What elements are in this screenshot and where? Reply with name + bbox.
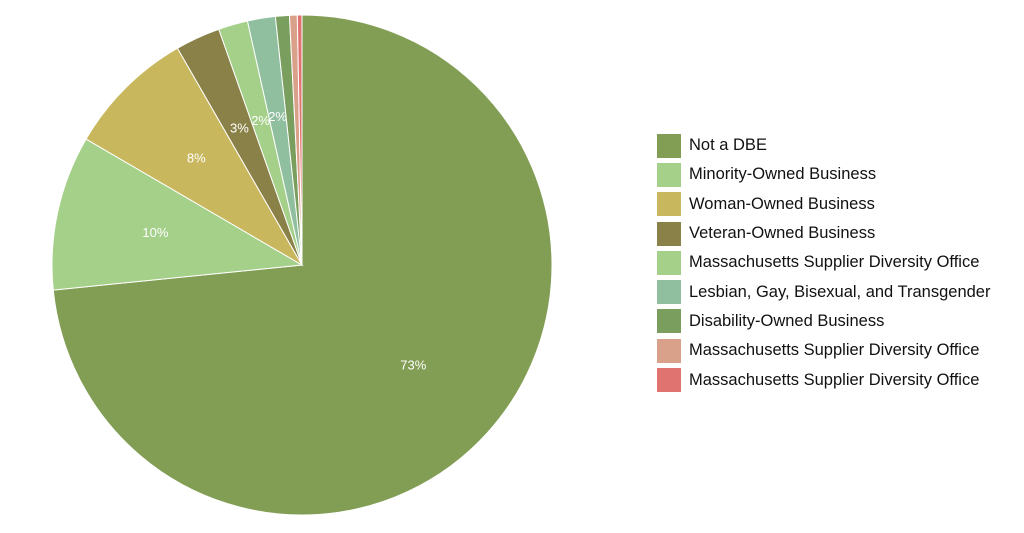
- slice-percent-label: 2%: [251, 113, 270, 128]
- legend-item: Not a DBE: [657, 131, 1024, 160]
- legend-label: Disability-Owned Business: [689, 311, 885, 330]
- legend-label: Woman-Owned Business: [689, 194, 875, 213]
- legend-label: Minority-Owned Business: [689, 165, 877, 184]
- legend-swatch: [657, 192, 681, 217]
- legend-swatch: [657, 221, 681, 246]
- slice-percent-label: 8%: [187, 151, 206, 166]
- legend-swatch: [657, 280, 681, 305]
- legend-swatch: [657, 162, 681, 187]
- pie-slice: [51, 138, 304, 291]
- legend-item: Veteran-Owned Business: [657, 219, 1024, 248]
- legend-swatch: [657, 368, 681, 393]
- legend-label: Lesbian, Gay, Bisexual, and Transgender: [689, 282, 991, 301]
- legend-label: Massachusetts Supplier Diversity Office: [689, 341, 980, 360]
- slice-percent-label: 73%: [400, 358, 426, 373]
- pie-labels: 73%10%8%3%2%2%: [142, 109, 426, 373]
- legend-swatch: [657, 133, 681, 158]
- slice-percent-label: 3%: [230, 121, 249, 136]
- legend-item: Minority-Owned Business: [657, 160, 1024, 189]
- legend-item: Massachusetts Supplier Diversity Office: [657, 248, 1024, 277]
- legend-label: Massachusetts Supplier Diversity Office: [689, 370, 980, 389]
- legend-swatch: [657, 250, 681, 275]
- legend: Not a DBE Minority-Owned Business Woman-Ow…: [657, 131, 1024, 395]
- legend-item: Woman-Owned Business: [657, 190, 1024, 219]
- pie-slice: [85, 47, 304, 267]
- legend-swatch: [657, 309, 681, 334]
- pie-slices: [51, 14, 553, 516]
- legend-item: Massachusetts Supplier Diversity Office: [657, 336, 1024, 365]
- legend-label: Massachusetts Supplier Diversity Office: [689, 253, 980, 272]
- legend-item: Massachusetts Supplier Diversity Office: [657, 365, 1024, 394]
- slice-percent-label: 10%: [142, 225, 168, 240]
- legend-swatch: [657, 338, 681, 363]
- legend-label: Veteran-Owned Business: [689, 224, 876, 243]
- slice-percent-label: 2%: [268, 109, 287, 124]
- legend-label: Not a DBE: [689, 136, 767, 155]
- pie-slice: [296, 14, 303, 266]
- legend-item: Lesbian, Gay, Bisexual, and Transgender: [657, 277, 1024, 306]
- legend-item: Disability-Owned Business: [657, 307, 1024, 336]
